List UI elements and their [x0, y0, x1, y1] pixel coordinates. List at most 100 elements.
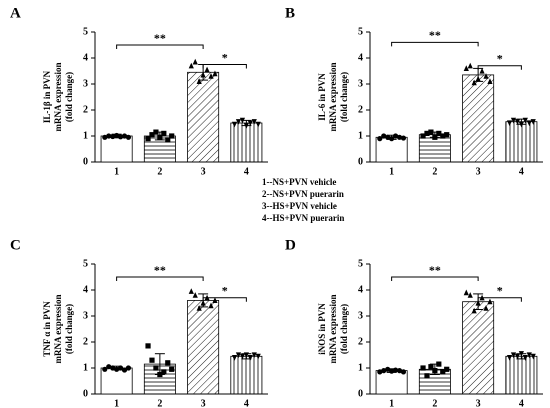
- y-axis-label: IL-1β in PVN: [42, 70, 52, 123]
- data-point: [239, 117, 246, 124]
- data-point: [424, 373, 430, 379]
- legend-item: 1--NS+PVN vehicle: [262, 177, 336, 187]
- x-tick-label: 1: [114, 398, 119, 408]
- data-point: [420, 133, 426, 139]
- data-point: [239, 353, 246, 360]
- data-point: [247, 120, 253, 127]
- y-axis-label: mRNA expression: [328, 294, 338, 363]
- x-tick-label: 4: [244, 166, 249, 177]
- bar: [462, 301, 495, 395]
- data-point: [467, 62, 473, 69]
- data-point: [110, 365, 116, 371]
- significance-label: *: [222, 284, 228, 298]
- legend-item: 2--NS+PVN puerarin: [262, 189, 344, 199]
- x-tick-label: 4: [519, 166, 524, 177]
- significance-bracket: [477, 297, 522, 302]
- significance-bracket: [202, 64, 247, 69]
- significance-label: *: [497, 284, 503, 298]
- data-point: [428, 364, 434, 370]
- y-tick-label: 4: [83, 284, 88, 295]
- data-point: [400, 369, 407, 375]
- y-tick-label: 1: [358, 130, 363, 141]
- data-point: [444, 366, 450, 372]
- data-point: [463, 289, 469, 296]
- data-point: [235, 352, 242, 359]
- significance-label: **: [154, 31, 166, 45]
- y-axis-label: (fold change): [339, 304, 349, 354]
- y-tick-label: 3: [83, 310, 88, 321]
- data-point: [145, 136, 151, 142]
- y-tick-label: 0: [83, 156, 88, 167]
- data-point: [483, 73, 489, 79]
- panel-label: D: [285, 237, 296, 253]
- data-point: [510, 117, 517, 124]
- data-point: [196, 78, 202, 84]
- y-tick-label: 4: [358, 284, 363, 295]
- data-point: [208, 73, 214, 79]
- data-point: [251, 352, 257, 359]
- y-tick-label: 0: [83, 388, 88, 399]
- y-axis-label: IL-6 in PVN: [317, 73, 327, 121]
- x-tick-label: 3: [476, 398, 481, 408]
- panel-label: B: [285, 5, 295, 21]
- y-axis-label: TNF α in PVN: [42, 301, 52, 357]
- data-point: [188, 62, 194, 69]
- data-point: [428, 129, 434, 135]
- data-point: [483, 305, 489, 311]
- bar: [375, 136, 408, 163]
- significance-bracket: [477, 65, 522, 70]
- data-point: [200, 71, 206, 78]
- x-tick-label: 2: [157, 398, 162, 408]
- data-point: [121, 367, 128, 373]
- data-point: [204, 66, 210, 73]
- y-tick-label: 2: [83, 336, 88, 347]
- data-point: [389, 136, 395, 142]
- significance-bracket: [391, 276, 479, 281]
- data-point: [255, 121, 261, 128]
- data-point: [117, 365, 124, 371]
- significance-bracket: [116, 44, 204, 49]
- panel: B IL-6 in PVN mRNA expression (fold change)…: [285, 5, 543, 177]
- data-point: [212, 70, 218, 77]
- data-point: [145, 343, 151, 349]
- data-point: [436, 130, 442, 136]
- data-point: [467, 292, 473, 298]
- panel-label: A: [10, 5, 21, 21]
- data-point: [385, 366, 391, 372]
- bar: [187, 71, 220, 163]
- data-point: [424, 130, 430, 136]
- significance-bracket: [202, 297, 247, 302]
- data-point: [475, 299, 481, 306]
- data-point: [117, 134, 124, 140]
- y-tick-label: 2: [358, 336, 363, 347]
- legend: 1--NS+PVN vehicle 2--NS+PVN puerarin 3--…: [262, 177, 344, 223]
- y-tick-label: 4: [358, 52, 363, 63]
- x-tick-label: 1: [114, 166, 119, 177]
- data-point: [165, 360, 171, 366]
- bar: [505, 355, 538, 395]
- data-point: [110, 133, 116, 140]
- bar: [230, 355, 263, 395]
- data-point: [518, 121, 524, 128]
- significance-label: **: [154, 263, 166, 277]
- x-tick-label: 4: [519, 398, 524, 408]
- y-axis-label: (fold change): [339, 72, 349, 122]
- data-point: [444, 132, 450, 138]
- data-point: [530, 119, 536, 125]
- data-point: [506, 120, 513, 127]
- data-point: [475, 75, 481, 82]
- data-point: [208, 302, 214, 309]
- significance-bracket: [391, 41, 479, 47]
- data-point: [440, 133, 446, 139]
- data-point: [157, 134, 163, 140]
- data-point: [169, 133, 175, 139]
- bar: [462, 74, 495, 163]
- data-point: [377, 136, 383, 142]
- data-point: [396, 134, 403, 140]
- data-point: [102, 366, 108, 372]
- y-axis-label: iNOS in PVN: [317, 303, 327, 355]
- data-point: [471, 79, 477, 86]
- data-point: [522, 355, 528, 361]
- bar: [187, 299, 220, 395]
